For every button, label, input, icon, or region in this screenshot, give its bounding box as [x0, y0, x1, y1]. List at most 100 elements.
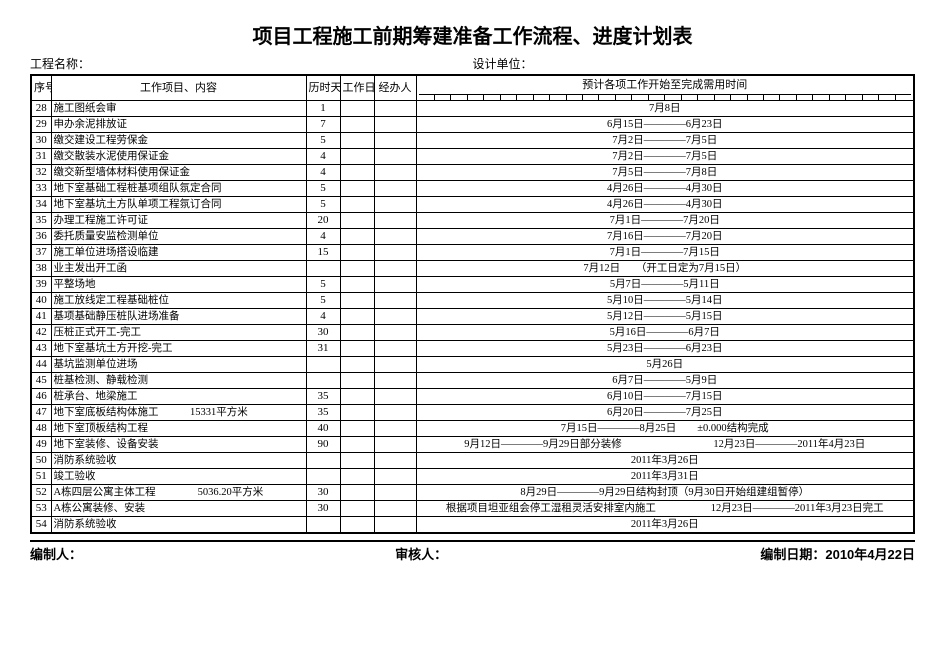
cell-item: 业主发出开工函 — [51, 261, 306, 277]
cell-item: 申办余泥排放证 — [51, 117, 306, 133]
col-work: 工作日天数 — [340, 75, 374, 101]
cell-sched: 根据项目坦亚组会停工湿租灵活安排室内施工12月23日————2011年3月23日… — [416, 501, 914, 517]
cell-cal: 4 — [306, 229, 340, 245]
cell-item: 办理工程施工许可证 — [51, 213, 306, 229]
cell-work — [340, 245, 374, 261]
cell-work — [340, 101, 374, 117]
cell-seq: 49 — [31, 437, 51, 453]
table-row: 44基坑监测单位进场5月26日 — [31, 357, 914, 373]
cell-cal: 35 — [306, 405, 340, 421]
cell-handler — [374, 261, 416, 277]
table-row: 35办理工程施工许可证207月1日————7月20日 — [31, 213, 914, 229]
cell-handler — [374, 229, 416, 245]
cell-handler — [374, 517, 416, 534]
cell-work — [340, 133, 374, 149]
cell-sched: 9月12日————9月29日部分装修12月23日————2011年4月23日 — [416, 437, 914, 453]
footer-row: 编制人： 审核人： 编制日期：2010年4月22日 — [30, 540, 915, 563]
table-row: 38业主发出开工函7月12日 （开工日定为7月15日） — [31, 261, 914, 277]
cell-work — [340, 309, 374, 325]
cell-seq: 40 — [31, 293, 51, 309]
col-cal: 历时天数 — [306, 75, 340, 101]
cell-work — [340, 421, 374, 437]
sched-text-right: 12月23日————2011年4月23日 — [713, 437, 865, 452]
cell-cal: 30 — [306, 485, 340, 501]
table-row: 29申办余泥排放证76月15日————6月23日 — [31, 117, 914, 133]
cell-item: 施工放线定工程基础桩位 — [51, 293, 306, 309]
cell-item: 地下室装修、设备安装 — [51, 437, 306, 453]
cell-sched: 7月8日 — [416, 101, 914, 117]
cell-sched: 5月16日————6月7日 — [416, 325, 914, 341]
cell-sched: 6月20日————7月25日 — [416, 405, 914, 421]
cell-work — [340, 469, 374, 485]
cell-work — [340, 165, 374, 181]
cell-cal: 1 — [306, 101, 340, 117]
cell-sched: 2011年3月31日 — [416, 469, 914, 485]
cell-item: 地下室基坑土方队单项工程氛订合同 — [51, 197, 306, 213]
compile-date: 编制日期：2010年4月22日 — [760, 544, 915, 563]
cell-cal — [306, 261, 340, 277]
cell-cal: 4 — [306, 309, 340, 325]
table-row: 28施工图纸会审1 7月8日 — [31, 101, 914, 117]
cell-sched: 7月15日————8月25日 ±0.000结构完成 — [416, 421, 914, 437]
cell-seq: 31 — [31, 149, 51, 165]
cell-item: 施工图纸会审 — [51, 101, 306, 117]
schedule-ticks — [419, 94, 912, 100]
cell-item: 桩承台、地梁施工 — [51, 389, 306, 405]
cell-handler — [374, 501, 416, 517]
cell-seq: 34 — [31, 197, 51, 213]
cell-seq: 39 — [31, 277, 51, 293]
cell-handler — [374, 197, 416, 213]
table-row: 49地下室装修、设备安装909月12日————9月29日部分装修12月23日——… — [31, 437, 914, 453]
cell-work — [340, 341, 374, 357]
cell-work — [340, 517, 374, 534]
sched-text-right: 12月23日————2011年3月23日完工 — [711, 501, 884, 516]
cell-work — [340, 405, 374, 421]
table-row: 48地下室顶板结构工程407月15日————8月25日 ±0.000结构完成 — [31, 421, 914, 437]
cell-seq: 51 — [31, 469, 51, 485]
cell-handler — [374, 309, 416, 325]
cell-sched: 5月12日————5月15日 — [416, 309, 914, 325]
meta-row: 工程名称： 设计单位： — [30, 55, 915, 72]
cell-sched: 8月29日————9月29日结构封顶（9月30日开始组建组暂停） — [416, 485, 914, 501]
cell-item: 基项基础静压桩队进场准备 — [51, 309, 306, 325]
cell-cal: 5 — [306, 197, 340, 213]
cell-sched: 5月26日 — [416, 357, 914, 373]
cell-handler — [374, 357, 416, 373]
cell-sched: 7月1日————7月20日 — [416, 213, 914, 229]
table-row: 53A栋公寓装修、安装30根据项目坦亚组会停工湿租灵活安排室内施工12月23日—… — [31, 501, 914, 517]
cell-sched: 4月26日————4月30日 — [416, 197, 914, 213]
cell-cal: 30 — [306, 325, 340, 341]
table-row: 50消防系统验收2011年3月26日 — [31, 453, 914, 469]
cell-handler — [374, 373, 416, 389]
table-row: 52A栋四层公寓主体工程 5036.20平方米308月29日————9月29日结… — [31, 485, 914, 501]
cell-work — [340, 149, 374, 165]
cell-sched: 7月1日————7月15日 — [416, 245, 914, 261]
cell-work — [340, 181, 374, 197]
cell-seq: 44 — [31, 357, 51, 373]
cell-handler — [374, 213, 416, 229]
cell-item: 平整场地 — [51, 277, 306, 293]
cell-seq: 37 — [31, 245, 51, 261]
cell-seq: 28 — [31, 101, 51, 117]
cell-cal: 35 — [306, 389, 340, 405]
cell-item: 缴交新型墙体材料使用保证金 — [51, 165, 306, 181]
cell-work — [340, 485, 374, 501]
cell-seq: 42 — [31, 325, 51, 341]
col-schedule-label: 预计各项工作开始至完成需用时间 — [419, 76, 912, 94]
cell-sched: 2011年3月26日 — [416, 517, 914, 534]
table-row: 40施工放线定工程基础桩位55月10日————5月14日 — [31, 293, 914, 309]
cell-handler — [374, 117, 416, 133]
cell-work — [340, 261, 374, 277]
cell-work — [340, 437, 374, 453]
cell-seq: 41 — [31, 309, 51, 325]
cell-handler — [374, 165, 416, 181]
table-row: 51竣工验收2011年3月31日 — [31, 469, 914, 485]
col-schedule: 预计各项工作开始至完成需用时间 — [416, 75, 914, 101]
cell-work — [340, 453, 374, 469]
cell-item: 压桩正式开工-完工 — [51, 325, 306, 341]
table-row: 33地下室基础工程桩基项组队氛定合同54月26日————4月30日 — [31, 181, 914, 197]
table-row: 41基项基础静压桩队进场准备4 5月12日————5月15日 — [31, 309, 914, 325]
cell-item: 地下室顶板结构工程 — [51, 421, 306, 437]
cell-cal: 40 — [306, 421, 340, 437]
cell-handler — [374, 325, 416, 341]
